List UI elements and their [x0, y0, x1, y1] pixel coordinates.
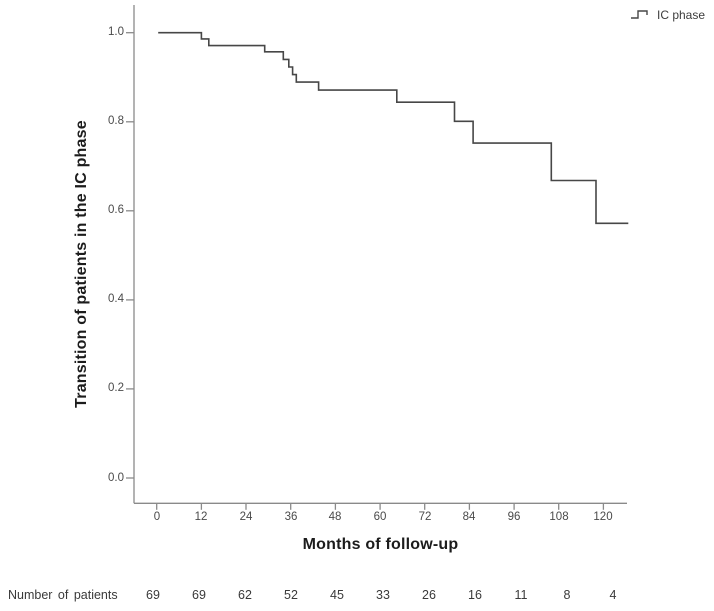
x-tick-label-36: 36	[284, 511, 298, 523]
x-tick-label-72: 72	[418, 511, 432, 523]
at-risk-count-month-96: 11	[514, 588, 528, 602]
x-tick-label-108: 108	[549, 511, 569, 523]
legend-label-ic-phase: IC phase	[657, 7, 706, 22]
step-line-icon	[631, 10, 648, 19]
at-risk-count-month-108: 8	[563, 588, 571, 602]
at-risk-values: 69 69 62 52 45 33 26 16 11 8 4	[130, 588, 636, 602]
y-tick-label-0.0: 0.0	[108, 472, 124, 484]
at-risk-count-month-36: 52	[284, 588, 298, 602]
x-tick-label-60: 60	[373, 511, 387, 523]
x-tick-label-120: 120	[593, 511, 613, 523]
at-risk-count-month-0: 69	[146, 588, 160, 602]
legend: IC phase	[630, 7, 705, 22]
km-curve-ic-phase	[158, 31, 629, 225]
at-risk-count-month-84: 16	[468, 588, 482, 602]
x-tick-label-12: 12	[194, 511, 208, 523]
at-risk-count-month-24: 62	[238, 588, 252, 602]
at-risk-count-month-120: 4	[609, 588, 617, 602]
y-axis-title: Transition of patients in the IC phase	[73, 120, 90, 408]
y-tick-label-0.4: 0.4	[108, 293, 124, 305]
y-tick-label-0.2: 0.2	[108, 382, 124, 394]
x-axis-title: Months of follow-up	[302, 536, 459, 553]
at-risk-count-month-12: 69	[192, 588, 206, 602]
x-tick-label-0: 0	[153, 511, 161, 523]
x-tick-label-24: 24	[239, 511, 253, 523]
y-tick-label-0.6: 0.6	[108, 204, 124, 216]
x-tick-label-48: 48	[328, 511, 342, 523]
x-tick-label-84: 84	[462, 511, 476, 523]
at-risk-count-month-72: 26	[422, 588, 436, 602]
y-tick-label-1.0: 1.0	[108, 26, 124, 38]
at-risk-row: Number of patients 69 69 62 52 45 33 26 16 11 8 4	[0, 588, 714, 606]
km-plot-svg	[126, 5, 629, 510]
at-risk-count-month-60: 33	[376, 588, 390, 602]
x-tick-label-96: 96	[507, 511, 521, 523]
y-tick-label-0.8: 0.8	[108, 115, 124, 127]
at-risk-count-month-48: 45	[330, 588, 344, 602]
at-risk-row-label: Number of patients	[8, 588, 118, 602]
